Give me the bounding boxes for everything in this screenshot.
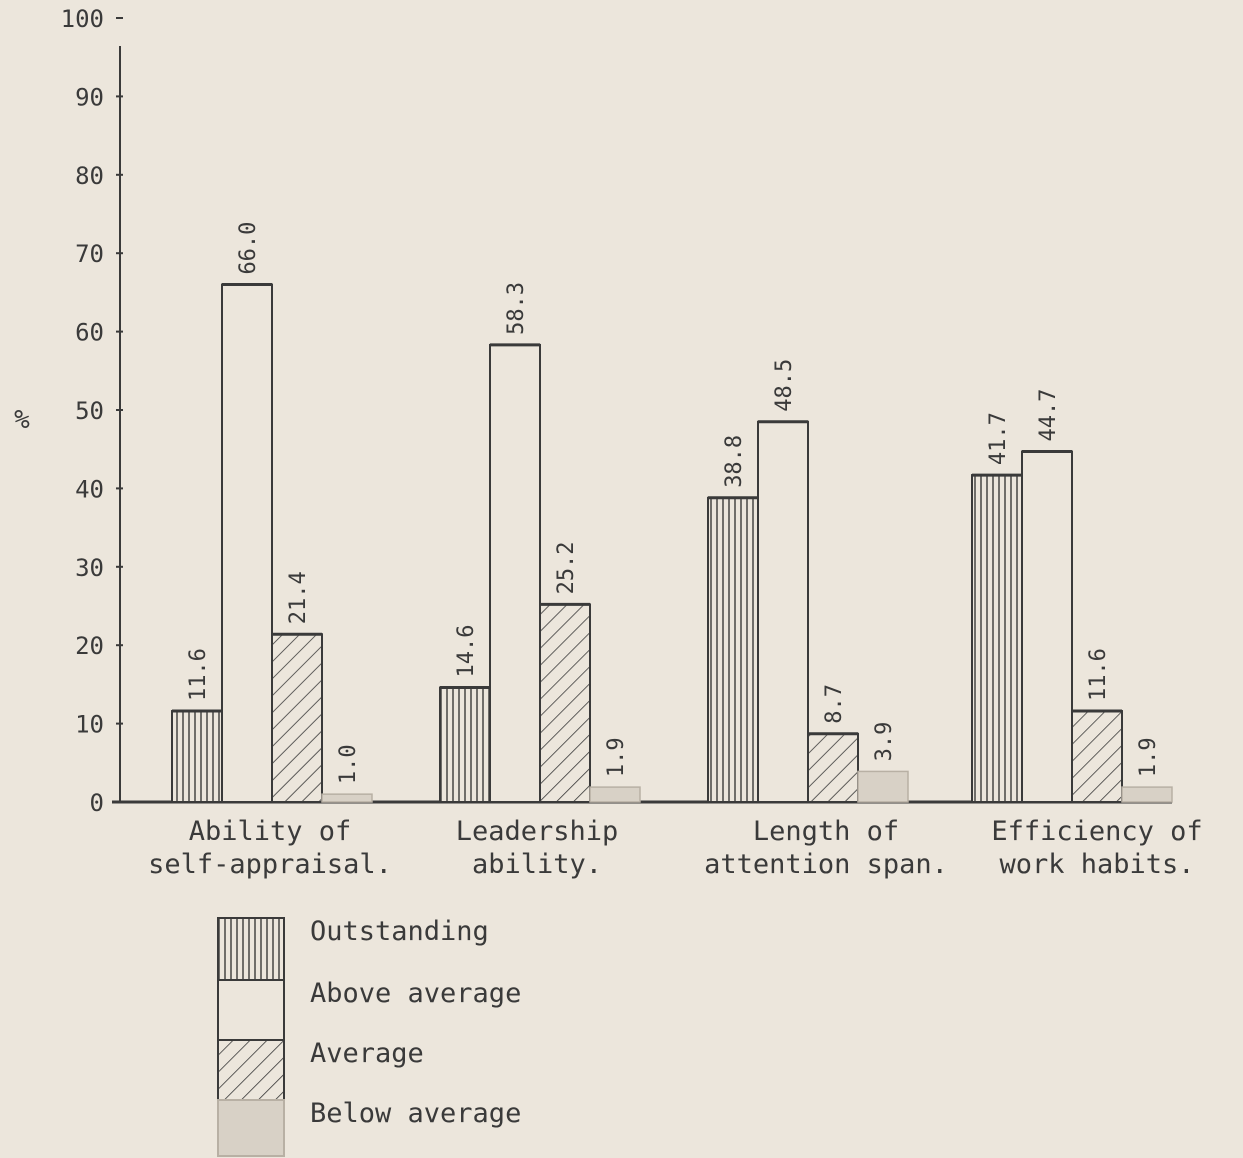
bar: [489, 343, 541, 803]
y-tick-label: 100: [61, 5, 104, 33]
y-tick-label: 0: [90, 789, 104, 817]
data-label: 48.5: [772, 359, 797, 412]
category-label: Length of: [753, 816, 899, 847]
legend-label: Average: [310, 1038, 424, 1069]
bar: [1021, 450, 1073, 803]
data-label: 38.8: [722, 435, 747, 488]
bar: [707, 496, 759, 803]
y-tick-label: 90: [75, 83, 104, 111]
y-tick-label: 70: [75, 240, 104, 268]
data-label: 21.4: [286, 571, 311, 624]
data-label: 1.9: [604, 737, 629, 777]
data-label: 11.6: [186, 648, 211, 701]
category-label: work habits.: [999, 849, 1194, 880]
data-label: 41.7: [986, 412, 1011, 465]
bar: [439, 686, 491, 804]
bars: [171, 283, 1173, 804]
y-tick-label: 50: [75, 397, 104, 425]
legend: Outstanding Above average Average Below ave…: [217, 916, 521, 1157]
y-tick-label: 40: [75, 475, 104, 503]
bar: [971, 474, 1023, 803]
bar: [271, 633, 323, 803]
data-label: 1.9: [1136, 737, 1161, 777]
y-tick-label: 10: [75, 711, 104, 739]
legend-label: Outstanding: [310, 916, 489, 947]
category-label: Ability of: [189, 816, 352, 847]
y-tick-label: 60: [75, 319, 104, 347]
legend-label: Below average: [310, 1098, 521, 1129]
data-label: 58.3: [504, 282, 529, 335]
data-label: 44.7: [1036, 389, 1061, 442]
bar: [539, 603, 591, 803]
data-label: 3.9: [872, 722, 897, 762]
y-tick-label: 30: [75, 554, 104, 582]
category-label: attention span.: [704, 849, 948, 880]
category-label: ability.: [472, 849, 602, 880]
category-label: Efficiency of: [991, 816, 1202, 847]
data-label: 1.0: [336, 744, 361, 784]
category-label: Leadership: [456, 816, 619, 847]
bar: [807, 732, 859, 803]
bar: [221, 283, 273, 803]
legend-swatch: [217, 1039, 285, 1101]
bar: [1071, 710, 1123, 804]
bar: [589, 786, 641, 803]
data-label: 66.0: [236, 222, 261, 275]
data-label: 8.7: [822, 684, 847, 724]
bar: [171, 710, 223, 804]
data-label: 14.6: [454, 625, 479, 678]
bar: [757, 420, 809, 803]
bar: [321, 793, 373, 803]
data-label: 25.2: [554, 541, 579, 594]
data-labels: 11.6 14.6 38.8 41.7 66.0 58.3 48.5 44.7 21.4 25.2…: [186, 222, 1161, 785]
category-label: self-appraisal.: [148, 849, 392, 880]
y-tick-label: 20: [75, 632, 104, 660]
data-label: 11.6: [1086, 648, 1111, 701]
legend-swatch: [217, 979, 285, 1043]
legend-swatch: [217, 917, 285, 981]
bar: [857, 770, 909, 803]
legend-swatch: [217, 1099, 285, 1157]
y-tick-label: 80: [75, 162, 104, 190]
legend-label: Above average: [310, 978, 521, 1009]
bar: [1121, 786, 1173, 803]
y-axis-label: %: [14, 405, 30, 435]
